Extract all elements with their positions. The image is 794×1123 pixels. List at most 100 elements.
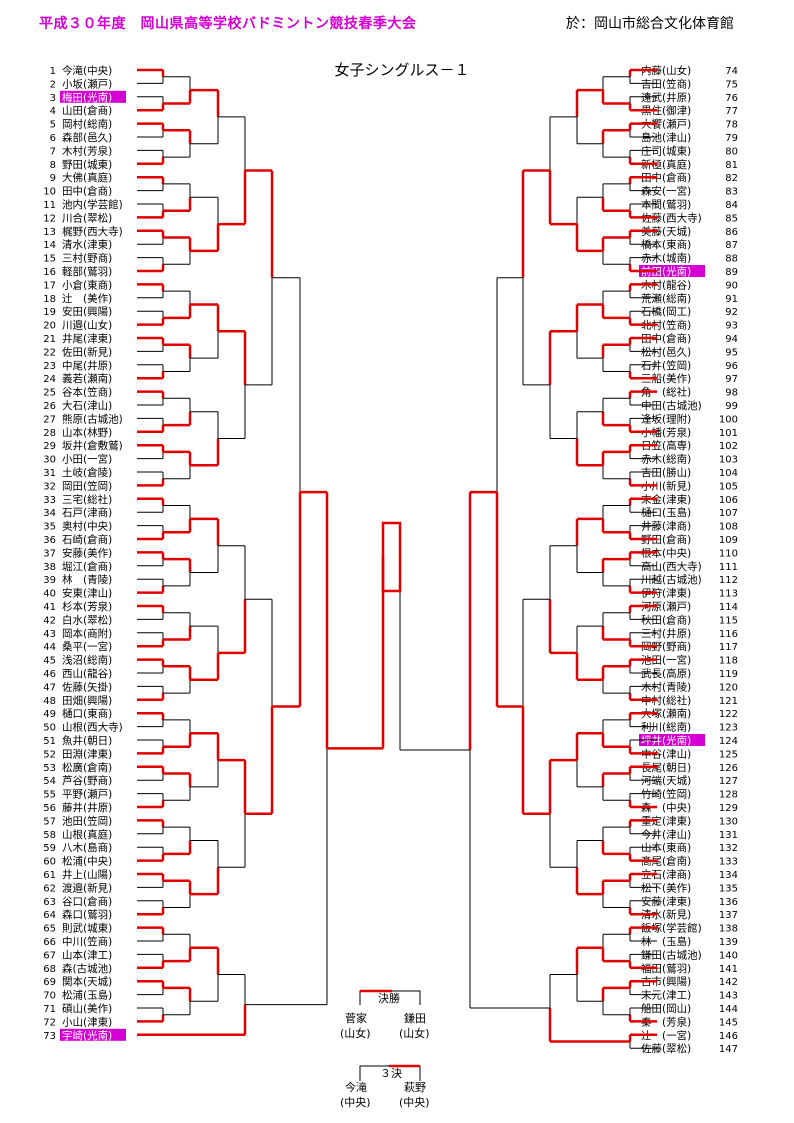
- bracket-lines: [137, 68, 657, 1049]
- player-name: 庄司(城東): [641, 144, 691, 157]
- player-number: 142: [719, 977, 738, 988]
- player-name: 小山(津東): [62, 1015, 112, 1028]
- player-number: 84: [725, 200, 738, 211]
- seed-highlight: [639, 734, 705, 746]
- player-number: 89: [725, 267, 738, 278]
- player-name: 前田(光南): [641, 265, 691, 278]
- player-name: 林 (玉島): [641, 935, 691, 948]
- player-name: 竹崎(笠岡): [641, 788, 691, 801]
- player-number: 85: [725, 213, 738, 224]
- player-number: 16: [43, 267, 56, 278]
- player-number: 125: [719, 749, 738, 760]
- player-number: 144: [719, 1004, 738, 1015]
- player-number: 55: [43, 790, 56, 801]
- player-number: 71: [43, 1004, 56, 1015]
- player-number: 57: [43, 816, 56, 827]
- player-number: 65: [43, 924, 56, 935]
- player-name: 船田(岡山): [641, 1002, 691, 1015]
- player-name: 中村(総社): [641, 694, 691, 707]
- player-number: 135: [719, 883, 738, 894]
- player-name: 北村(笠商): [641, 319, 691, 332]
- player-name: 伊狩(津東): [641, 587, 691, 600]
- player-name: 魚井(朝日): [62, 734, 112, 747]
- player-name: 桑平(一宮): [62, 640, 112, 653]
- player-name: 池田(笠岡): [62, 814, 112, 827]
- player-name: 中尾(井原): [62, 359, 112, 372]
- player-number: 59: [43, 843, 56, 854]
- player-name: 根本(中央): [641, 546, 691, 559]
- player-number: 17: [43, 280, 56, 291]
- player-number: 40: [43, 589, 56, 600]
- player-name: 藤井(井原): [62, 801, 112, 814]
- player-name: 杉本(芳泉): [62, 600, 112, 613]
- player-name: 三船(美作): [641, 372, 691, 385]
- player-number: 77: [725, 106, 738, 117]
- third-place-player-b-name: 萩野: [404, 1081, 426, 1094]
- player-number: 62: [43, 883, 56, 894]
- player-number: 99: [725, 401, 738, 412]
- player-name: 木村(龍谷): [641, 278, 691, 291]
- player-number: 30: [43, 455, 56, 466]
- player-number: 133: [719, 857, 738, 868]
- player-number: 134: [719, 870, 738, 881]
- player-name: 重定(津東): [641, 814, 691, 827]
- player-number: 146: [719, 1031, 738, 1042]
- player-number: 127: [719, 776, 738, 787]
- player-name: 樋口(玉島): [641, 506, 691, 519]
- player-name: 美藤(天城): [641, 225, 691, 238]
- player-name: 内藤(山女): [641, 64, 691, 77]
- player-number: 109: [719, 535, 738, 546]
- player-name: 森部(邑久): [62, 131, 112, 144]
- player-number: 36: [43, 535, 56, 546]
- player-name: 長尾(朝日): [641, 762, 691, 774]
- player-name: 小川(新見): [641, 479, 691, 492]
- player-name: 田畑(興陽): [62, 694, 112, 707]
- player-number: 43: [43, 629, 56, 640]
- right-player-list: 74 内藤(山女) 75 吉田(笠商) 76 遠武(井原) 77 黒住(御津) 78 大饗(瀬戸)…: [639, 64, 738, 1055]
- player-number: 81: [725, 160, 738, 171]
- player-name: 山根(西大寺): [62, 721, 123, 734]
- player-number: 107: [719, 508, 738, 519]
- player-number: 116: [719, 629, 738, 640]
- player-name: 森安(一宮): [641, 185, 691, 198]
- player-number: 137: [719, 910, 738, 921]
- player-name: 関本(天城): [62, 975, 112, 988]
- player-number: 22: [43, 347, 56, 358]
- player-name: 坪井(光南): [641, 734, 691, 747]
- player-number: 73: [43, 1031, 56, 1042]
- player-name: 小幡(芳泉): [641, 426, 691, 439]
- player-number: 104: [719, 468, 738, 479]
- player-number: 42: [43, 615, 56, 626]
- player-number: 7: [50, 146, 56, 157]
- player-number: 19: [43, 307, 56, 318]
- player-name: 佐藤(翠松): [641, 1042, 691, 1055]
- player-number: 98: [725, 388, 738, 399]
- player-name: 谷口(倉商): [62, 895, 112, 908]
- player-number: 76: [725, 93, 738, 104]
- player-number: 126: [719, 763, 738, 774]
- player-number: 13: [43, 227, 56, 238]
- player-number: 67: [43, 950, 56, 961]
- player-number: 11: [43, 200, 56, 211]
- player-number: 32: [43, 481, 56, 492]
- player-name: 堀江(倉商): [62, 560, 112, 573]
- player-number: 75: [725, 79, 738, 90]
- player-number: 141: [719, 964, 738, 975]
- player-name: 荒瀬(総南): [641, 292, 691, 305]
- player-name: 則武(城東): [62, 922, 112, 935]
- player-number: 136: [719, 897, 738, 908]
- player-number: 3: [50, 93, 56, 104]
- player-name: 渡邉(新見): [62, 881, 112, 894]
- player-name: 川越(古城池): [641, 573, 702, 586]
- player-number: 46: [43, 669, 56, 680]
- player-name: 佐田(新見): [62, 345, 112, 358]
- player-number: 5: [50, 120, 56, 131]
- player-number: 79: [725, 133, 738, 144]
- player-number: 110: [719, 548, 738, 559]
- player-number: 131: [719, 830, 738, 841]
- player-name: 秦 (芳泉): [641, 1015, 691, 1028]
- player-name: 吉田(笠商): [641, 77, 691, 90]
- final-player-a-name: 菅家: [345, 1011, 367, 1025]
- player-number: 117: [719, 642, 738, 653]
- player-name: 大佛(真庭): [62, 171, 112, 184]
